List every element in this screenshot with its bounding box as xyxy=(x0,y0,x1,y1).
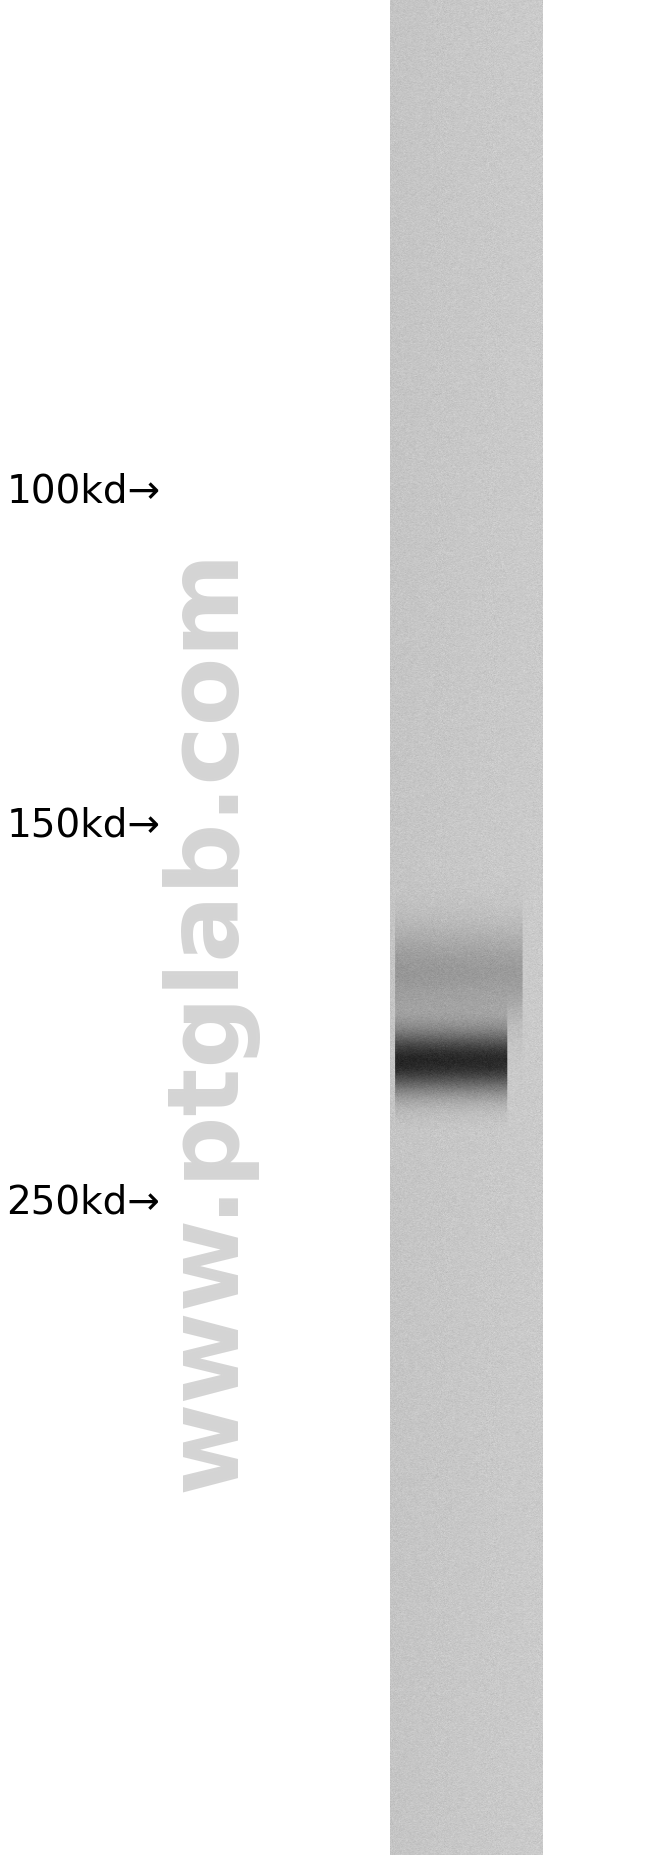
Text: 100kd→: 100kd→ xyxy=(6,473,161,510)
Text: www.ptglab.com: www.ptglab.com xyxy=(159,549,257,1491)
Text: 250kd→: 250kd→ xyxy=(6,1183,161,1221)
Text: 150kd→: 150kd→ xyxy=(6,807,161,844)
